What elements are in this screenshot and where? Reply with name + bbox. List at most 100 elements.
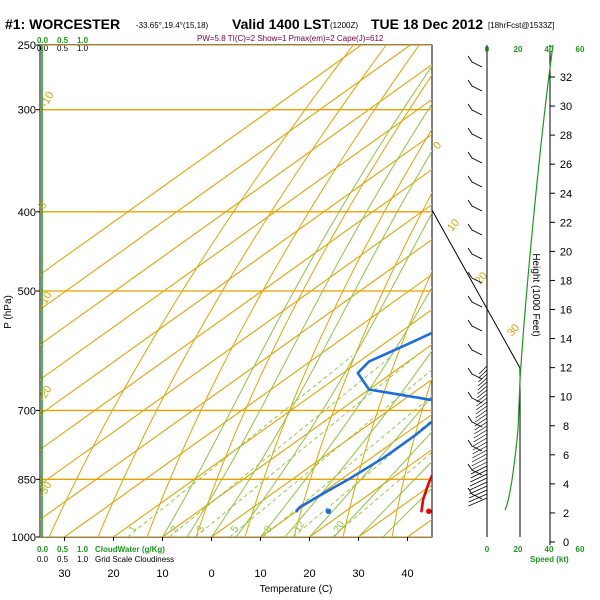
wind-scale-bottom-label: 60	[576, 545, 585, 554]
wind-barb	[471, 445, 483, 452]
wind-barb	[471, 109, 483, 116]
cloud-scale-bottom-green: 0.5	[57, 545, 69, 554]
height-tick-label: 18	[560, 275, 572, 287]
dry-adiabat	[441, 45, 600, 537]
height-tick-label: 6	[563, 450, 569, 462]
cloud-scale-bottom-green: 1.0	[77, 545, 89, 554]
mixing-label: 3	[195, 524, 208, 535]
wind-barb-flag	[467, 271, 473, 279]
wind-hatch	[468, 489, 488, 499]
wind-hatch	[478, 365, 488, 375]
temperature-tick-label: 20	[107, 568, 119, 580]
height-tick-label: 16	[560, 305, 572, 317]
mixing-ratio-line	[195, 355, 417, 537]
wind-hatch	[477, 377, 488, 387]
wind-hatch	[474, 413, 488, 423]
wind-barb	[471, 325, 483, 332]
wind-scale-bottom-label: 0	[485, 545, 490, 554]
profiles	[295, 66, 600, 515]
pressure-ticks: 250 300 400 500 700 850 1000	[12, 40, 40, 544]
height-tick-label: 10	[560, 392, 572, 404]
mixing-label: 8	[262, 524, 275, 535]
height-tick-label: 20	[560, 246, 572, 258]
wind-barb-flag	[467, 415, 473, 423]
temperature-tick-label: 30	[352, 568, 364, 580]
wind-hatch	[476, 397, 488, 407]
isotherm-line	[260, 413, 432, 537]
wind-barb-flag	[467, 151, 473, 159]
dry-adiabat	[195, 73, 432, 537]
station-title: #1: WORCESTER	[5, 16, 120, 32]
wind-scale-top-label: 60	[576, 45, 585, 54]
surface-dewpoint-marker	[325, 508, 332, 515]
mixing-ratio-line	[292, 419, 432, 537]
forecast-hour: [18hrFcst@1533Z]	[488, 21, 554, 30]
cloud-scale-top-green: 0.5	[57, 36, 69, 45]
dry-adiabat	[490, 45, 600, 537]
wind-speed-curve	[504, 44, 554, 511]
wind-hatch	[475, 405, 488, 415]
wind-hatch	[477, 385, 488, 395]
wind-barb	[471, 253, 483, 260]
wind-barb	[471, 277, 483, 284]
wind-barb-flag	[467, 175, 473, 183]
wind-barb	[471, 469, 483, 476]
wind-hatch	[473, 429, 488, 439]
isotherm-line	[309, 448, 432, 537]
temperature-tick-label: 10	[254, 568, 266, 580]
mixing-ratio-lines	[127, 355, 432, 537]
height-tick-label: 30	[560, 101, 572, 113]
dry-adiabat	[293, 191, 432, 537]
height-tick-label: 4	[563, 479, 569, 491]
wind-scale-top-label: 40	[545, 45, 554, 54]
wind-hatch	[468, 497, 488, 507]
skew-label: 10	[445, 217, 462, 234]
parcel-line	[457, 66, 600, 411]
dry-adiabat	[97, 45, 387, 537]
wind-hatch	[468, 493, 488, 503]
wind-panel-diagonal	[431, 209, 521, 369]
utc-time: (1200Z)	[330, 21, 358, 30]
moist-adiabat	[211, 150, 432, 537]
wind-hatch	[478, 373, 488, 383]
wind-hatch	[470, 465, 488, 475]
temperature-tick-label: 0	[208, 568, 214, 580]
cloud-scale-top-green: 0.0	[37, 36, 49, 45]
wind-barb-flag	[467, 367, 473, 375]
wind-barb-flag	[467, 247, 473, 255]
dry-adiabat	[342, 270, 432, 537]
wind-barb	[471, 229, 483, 236]
wind-hatch	[478, 369, 488, 379]
wind-hatch	[473, 437, 488, 447]
wind-hatch	[470, 469, 488, 479]
mixing-ratio-line	[332, 451, 432, 537]
wind-hatch	[473, 433, 488, 443]
dry-adiabat	[244, 128, 432, 537]
isotherm-line	[457, 45, 600, 537]
mixing-label: 5	[229, 524, 242, 535]
isotherm-line	[407, 518, 432, 537]
mixing-label: 12	[292, 519, 307, 535]
station-coords: -33.65°,19.4°(15,18)	[136, 21, 209, 30]
cloud-water-label: CloudWater (g/Kg)	[95, 545, 165, 554]
skew-label: 0	[431, 140, 444, 152]
cloud-scale-bottom-black: 0.0	[37, 555, 49, 564]
wind-hatch	[469, 485, 488, 495]
cloud-scale-top-black: 0.0	[37, 44, 49, 53]
wind-barb-flag	[467, 295, 473, 303]
isobars	[40, 45, 432, 537]
cloud-scale-top-green: 1.0	[77, 36, 89, 45]
mixing-ratio-line	[169, 355, 393, 537]
wind-barb-flag	[467, 319, 473, 327]
moist-adiabat	[162, 65, 432, 537]
temperature-tick-label: 40	[401, 568, 413, 580]
wind-scale-top-label: 20	[514, 45, 523, 54]
mixing-ratio-line	[127, 355, 353, 537]
temperature-ticks: 30 20 10 0 10 20 30 40	[58, 537, 414, 580]
wind-barb-flag	[467, 343, 473, 351]
wind-barb-flag	[467, 127, 473, 135]
wind-barb	[471, 205, 483, 212]
isotherm-line	[211, 378, 432, 537]
moist-adiabat	[235, 212, 432, 537]
